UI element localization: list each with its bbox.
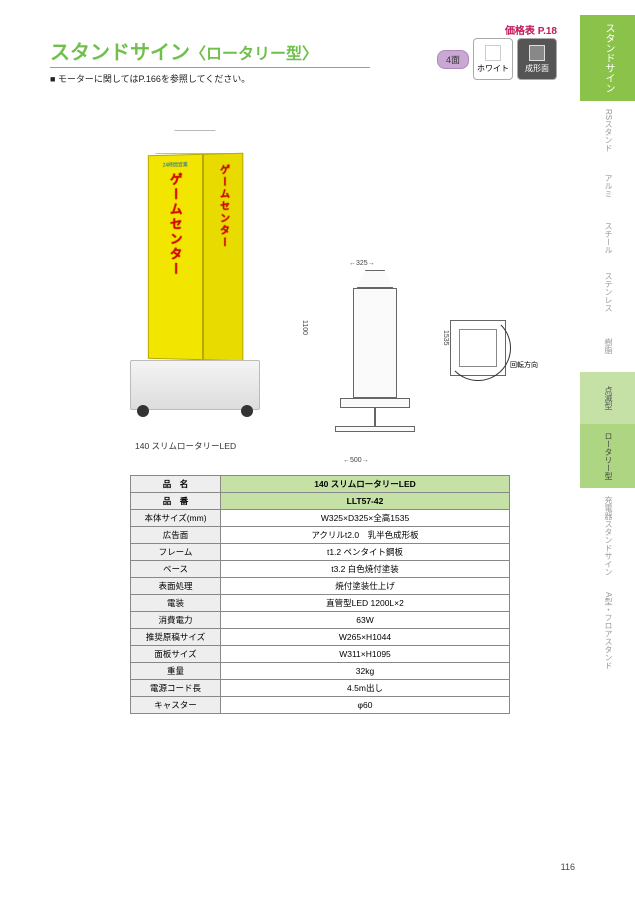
- page-number: 116: [561, 862, 575, 872]
- side-tab[interactable]: ステンレス: [580, 264, 635, 320]
- spec-row-label: 面板サイズ: [131, 646, 221, 663]
- spec-row-value: t3.2 白色焼付塗装: [221, 561, 510, 578]
- dim-width-base: ←500→: [343, 457, 369, 464]
- spec-row: 面板サイズW311×H1095: [131, 646, 510, 663]
- spec-row-value: W311×H1095: [221, 646, 510, 663]
- product-caption: 140 スリムロータリーLED: [135, 440, 236, 452]
- spec-row: 電装直管型LED 1200L×2: [131, 595, 510, 612]
- spec-header-name-label: 品 名: [131, 476, 221, 493]
- badge-row: 4面 ホワイト 成形面: [437, 38, 557, 80]
- sign-hours: 24時間営業: [163, 161, 188, 169]
- spec-row-label: 表面処理: [131, 578, 221, 595]
- spec-row: 本体サイズ(mm)W325×D325×全高1535: [131, 510, 510, 527]
- side-tab[interactable]: 充電器スタンドサイン: [580, 488, 635, 584]
- spec-row-label: ベース: [131, 561, 221, 578]
- sign-text-side: ゲームセンター: [215, 164, 230, 249]
- side-tab[interactable]: 樹脂: [580, 320, 635, 372]
- spec-header-number-label: 品 番: [131, 493, 221, 510]
- side-tab[interactable]: アルミ: [580, 160, 635, 212]
- side-tab[interactable]: ロータリー型: [580, 424, 635, 488]
- side-tab[interactable]: スタンドサイン: [580, 15, 635, 101]
- sign-stand-illustration: 24時間営業 ゲームセンター ゲームセンター: [125, 130, 265, 430]
- spec-product-name: 140 スリムロータリーLED: [221, 476, 510, 493]
- white-icon: [485, 45, 501, 61]
- rotation-label: 回転方向: [510, 360, 538, 370]
- rotation-arrow-icon: [445, 315, 511, 381]
- spec-row-label: フレーム: [131, 544, 221, 561]
- spec-row: 広告面アクリルt2.0 乳半色成形板: [131, 527, 510, 544]
- spec-row-value: 32kg: [221, 663, 510, 680]
- spec-row-value: W325×D325×全高1535: [221, 510, 510, 527]
- spec-table: 品 名 140 スリムロータリーLED 品 番 LLT57-42 本体サイズ(m…: [130, 475, 510, 714]
- title-sub: 〈ロータリー型〉: [190, 46, 318, 63]
- spec-row-label: 推奨原稿サイズ: [131, 629, 221, 646]
- title-main: スタンドサイン: [50, 42, 190, 64]
- sign-cap: [145, 130, 245, 154]
- spec-row-value: アクリルt2.0 乳半色成形板: [221, 527, 510, 544]
- sign-text-front: ゲームセンター: [166, 172, 185, 277]
- side-tabs: スタンドサインRSスタンドアルミスチールステンレス樹脂点滅型ロータリー型充電器ス…: [580, 15, 635, 677]
- spec-row: キャスターφ60: [131, 697, 510, 714]
- draw-body: [353, 288, 397, 398]
- draw-base-top: [340, 398, 410, 408]
- spec-row-label: 本体サイズ(mm): [131, 510, 221, 527]
- dim-height-upper: 1100: [301, 320, 308, 335]
- spec-row: フレームt1.2 ペンタイト鋼板: [131, 544, 510, 561]
- badge-molded-label: 成形面: [525, 63, 549, 74]
- side-tab[interactable]: A型・フロアスタンド: [580, 584, 635, 677]
- spec-row: 消費電力63W: [131, 612, 510, 629]
- rotation-diagram: 回転方向: [450, 320, 530, 390]
- spec-row-label: 重量: [131, 663, 221, 680]
- spec-row-value: 4.5m出し: [221, 680, 510, 697]
- spec-row-value: 63W: [221, 612, 510, 629]
- spec-row-label: 電装: [131, 595, 221, 612]
- spec-row-value: 焼付塗装仕上げ: [221, 578, 510, 595]
- page-title: スタンドサイン〈ロータリー型〉: [50, 36, 370, 68]
- spec-row: 推奨原稿サイズW265×H1044: [131, 629, 510, 646]
- spec-row: 表面処理焼付塗装仕上げ: [131, 578, 510, 595]
- spec-row-value: φ60: [221, 697, 510, 714]
- draw-stem: [374, 408, 376, 426]
- product-figure: 24時間営業 ゲームセンター ゲームセンター 140 スリムロータリーLED ←…: [50, 120, 530, 460]
- spec-row: 電源コード長4.5m出し: [131, 680, 510, 697]
- side-tab[interactable]: RSスタンド: [580, 101, 635, 160]
- spec-product-number: LLT57-42: [221, 493, 510, 510]
- spec-row-label: 消費電力: [131, 612, 221, 629]
- spec-row: 重量32kg: [131, 663, 510, 680]
- draw-base-bottom: [335, 426, 415, 432]
- sign-base: [130, 360, 260, 410]
- spec-row-label: 電源コード長: [131, 680, 221, 697]
- badge-molded: 成形面: [517, 38, 557, 80]
- side-tab[interactable]: スチール: [580, 212, 635, 264]
- spec-row-value: 直管型LED 1200L×2: [221, 595, 510, 612]
- molded-icon: [529, 45, 545, 61]
- spec-row-label: 広告面: [131, 527, 221, 544]
- badge-white-label: ホワイト: [477, 63, 509, 74]
- side-tab[interactable]: 点滅型: [580, 372, 635, 424]
- sign-body: 24時間営業 ゲームセンター ゲームセンター: [148, 153, 243, 362]
- technical-drawing: ←325→ 1100 1535 ←500→: [325, 270, 425, 450]
- spec-row-value: W265×H1044: [221, 629, 510, 646]
- dim-width-top: ←325→: [349, 260, 375, 267]
- spec-row-value: t1.2 ペンタイト鋼板: [221, 544, 510, 561]
- badge-4face: 4面: [437, 50, 469, 69]
- badge-white: ホワイト: [473, 38, 513, 80]
- draw-cap: [351, 270, 399, 288]
- spec-row: ベースt3.2 白色焼付塗装: [131, 561, 510, 578]
- sign-face-side: ゲームセンター: [203, 153, 243, 362]
- spec-row-label: キャスター: [131, 697, 221, 714]
- sign-face-front: 24時間営業 ゲームセンター: [148, 154, 203, 360]
